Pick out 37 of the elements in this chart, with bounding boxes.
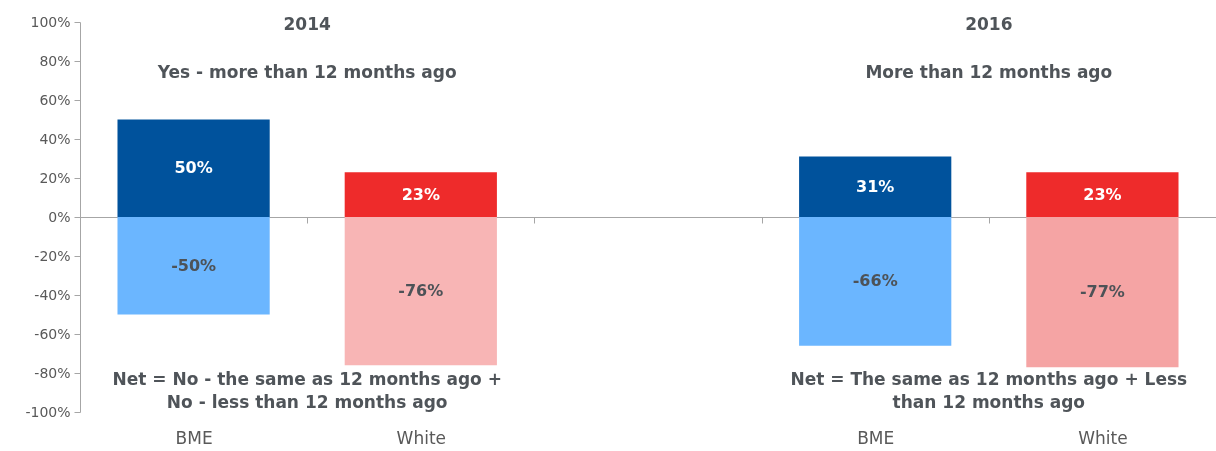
y-tick-label: 20% bbox=[39, 169, 71, 186]
data-label: -50% bbox=[171, 255, 217, 275]
y-tick-label: -60% bbox=[34, 325, 71, 342]
annotation: 2014 bbox=[283, 14, 332, 34]
y-tick-label: 80% bbox=[39, 52, 71, 69]
bar bbox=[1026, 217, 1179, 368]
x-tick-label: White bbox=[1078, 427, 1128, 448]
bar bbox=[1026, 172, 1179, 217]
annotation: 2016 bbox=[965, 14, 1013, 34]
y-tick-label: 40% bbox=[39, 130, 71, 147]
bar bbox=[117, 217, 270, 315]
y-tick-label: 100% bbox=[30, 13, 71, 30]
data-label: 31% bbox=[856, 176, 895, 196]
bar bbox=[117, 119, 270, 217]
data-label: 23% bbox=[401, 184, 440, 204]
annotation: Net = The same as 12 months ago + Less than 12 months ago bbox=[790, 369, 1188, 412]
x-tick-label: White bbox=[396, 427, 447, 448]
x-tick-label: BME bbox=[857, 427, 895, 448]
y-tick-label: 0% bbox=[48, 208, 71, 225]
annotation: Yes - more than 12 months ago bbox=[156, 62, 457, 82]
data-label: 23% bbox=[1083, 184, 1122, 204]
bar bbox=[799, 156, 952, 217]
y-tick-label: -80% bbox=[34, 364, 71, 381]
annotation: More than 12 months ago bbox=[865, 62, 1113, 82]
bar bbox=[344, 172, 497, 217]
data-label: -76% bbox=[398, 281, 444, 301]
y-tick-label: -40% bbox=[34, 286, 71, 303]
y-tick-label: -20% bbox=[34, 247, 71, 264]
y-tick-label: -100% bbox=[25, 403, 71, 420]
data-label: 50% bbox=[174, 158, 213, 178]
annotation: Net = No - the same as 12 months ago + No - less than 12 months ago bbox=[112, 369, 502, 412]
y-tick-label: 60% bbox=[39, 91, 71, 108]
x-tick-label: BME bbox=[175, 427, 213, 448]
bar bbox=[344, 217, 497, 366]
bar bbox=[799, 217, 952, 346]
data-label: -66% bbox=[852, 271, 898, 291]
data-label: -77% bbox=[1079, 282, 1125, 302]
